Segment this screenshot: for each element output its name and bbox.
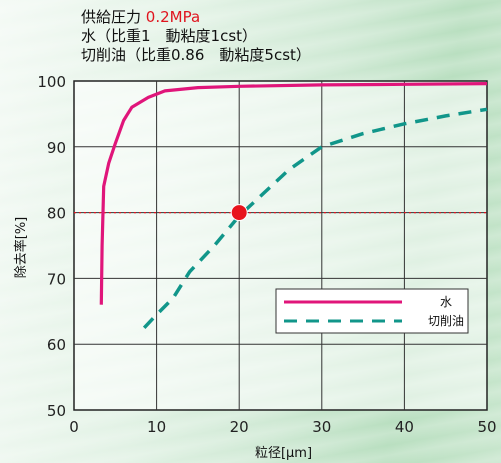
x-tick-label: 40 (395, 418, 414, 436)
y-axis-label: 除去率[%] (13, 217, 29, 279)
legend-label-water: 水 (440, 295, 452, 309)
series-line-water (99, 82, 488, 305)
y-tick-label: 80 (47, 205, 66, 223)
series-group (99, 82, 488, 329)
chart-header: 供給圧力 0.2MPa 水（比重1 動粘度1cst） 切削油（比重0.86 動粘… (81, 8, 311, 65)
legend-label-cutting-oil: 切削油 (428, 314, 464, 328)
grid-lines (74, 81, 487, 410)
supply-pressure-label: 供給圧力 (81, 8, 146, 26)
x-tick-label: 10 (147, 418, 166, 436)
highlight-marker (230, 204, 248, 222)
y-tick-label: 100 (37, 73, 66, 91)
x-tick-label: 20 (230, 418, 249, 436)
y-tick-label: 60 (47, 336, 66, 354)
supply-pressure-value: 0.2MPa (145, 8, 201, 26)
marker-group (230, 204, 248, 222)
y-tick-label: 90 (47, 139, 66, 157)
y-tick-label: 70 (47, 270, 66, 288)
tick-labels: 0 10 20 30 40 50 50 60 70 80 90 100 (37, 73, 496, 436)
x-tick-label: 0 (69, 418, 79, 436)
oil-condition-line: 切削油（比重0.86 動粘度5cst） (81, 46, 311, 64)
y-tick-label: 50 (47, 402, 66, 420)
water-condition-line: 水（比重1 動粘度1cst） (81, 27, 258, 45)
legend-box (275, 288, 469, 334)
x-tick-label: 30 (312, 418, 331, 436)
supply-pressure-line: 供給圧力 0.2MPa (81, 8, 311, 27)
x-tick-label: 50 (477, 418, 496, 436)
plot-area (73, 80, 488, 411)
x-axis-label: 粒径[μm] (255, 446, 312, 461)
series-line-cutting-oil (142, 107, 488, 329)
